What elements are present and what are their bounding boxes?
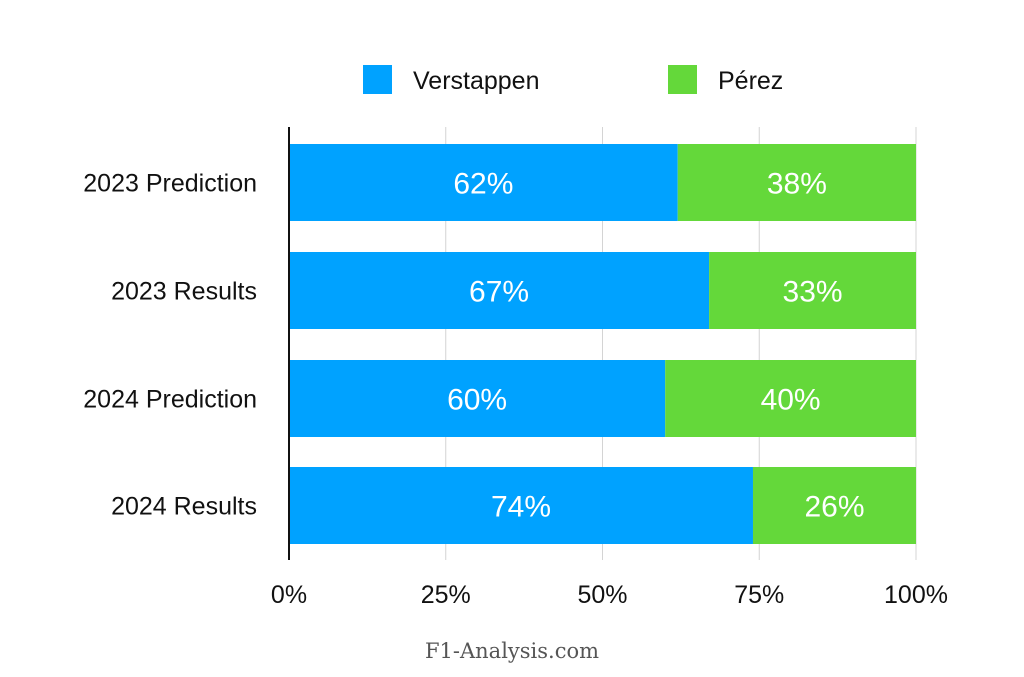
- bar-prez: [665, 360, 916, 437]
- data-label: 33%: [783, 276, 843, 309]
- x-tick-label: 100%: [884, 581, 948, 609]
- category-label: 2023 Prediction: [83, 170, 257, 198]
- bar-verstappen: [289, 467, 753, 544]
- x-tick-label: 50%: [577, 581, 627, 609]
- legend-label: Verstappen: [413, 67, 540, 95]
- bar-prez: [752, 467, 916, 544]
- watermark: F1-Analysis.com: [425, 639, 599, 663]
- data-label: 60%: [447, 384, 507, 417]
- bar-verstappen: [289, 252, 710, 329]
- x-tick-label: 75%: [734, 581, 784, 609]
- data-label: 62%: [453, 168, 513, 201]
- bar-verstappen: [289, 144, 678, 221]
- category-label: 2024 Prediction: [83, 386, 257, 414]
- legend-swatch: [363, 65, 392, 94]
- category-label: 2023 Results: [111, 278, 257, 306]
- data-label: 40%: [761, 384, 821, 417]
- category-label: 2024 Results: [111, 493, 257, 521]
- legend-swatch: [668, 65, 697, 94]
- x-tick-label: 25%: [421, 581, 471, 609]
- bar-verstappen: [289, 360, 666, 437]
- x-tick-label: 0%: [271, 581, 307, 609]
- bar-prez: [677, 144, 916, 221]
- legend-label: Pérez: [718, 67, 783, 95]
- data-label: 38%: [767, 168, 827, 201]
- data-label: 67%: [469, 276, 529, 309]
- bar-prez: [709, 252, 916, 329]
- data-label: 26%: [804, 491, 864, 524]
- data-label: 74%: [491, 491, 551, 524]
